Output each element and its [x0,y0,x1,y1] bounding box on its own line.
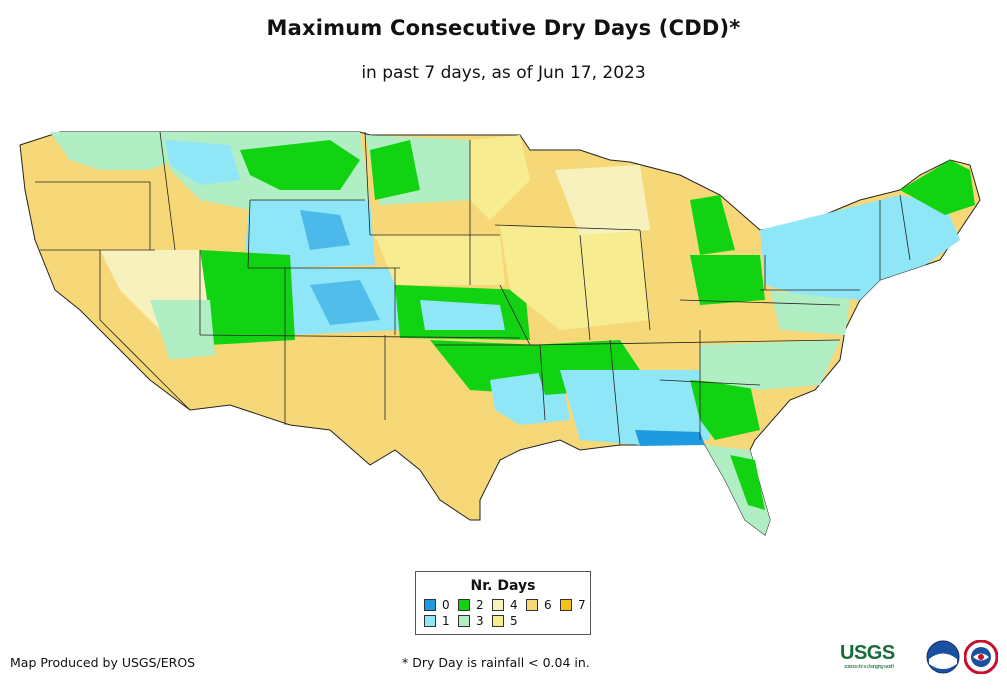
region-oregon [30,180,155,250]
legend-swatch [424,615,436,627]
region-wisconsin [555,165,650,235]
region-nd-green [370,140,420,200]
region-utah-green [150,300,215,360]
map-subtitle: in past 7 days, as of Jun 17, 2023 [361,63,646,83]
region-florida-green [730,455,765,510]
usgs-tagline: science for a changing world [844,664,894,670]
region-montana-blue [165,140,240,185]
legend-swatch [560,599,572,611]
usgs-logo-text: USGS [840,642,895,664]
region-colorado-deep [310,280,380,325]
agency-logos: USGS science for a changing world [840,638,1000,678]
region-colorado-green [190,250,295,345]
legend-item-7: 7 [560,598,586,612]
legend-item-1: 1 [424,614,450,628]
legend-label: 5 [510,614,518,628]
dry-day-note: * Dry Day is rainfall < 0.04 in. [402,655,590,670]
legend-item-4: 4 [492,598,518,612]
region-nd-east [470,135,530,220]
legend-swatch [526,599,538,611]
state-borders [35,131,911,446]
legend-swatch [424,599,436,611]
noaa-logo-icon [926,640,960,674]
legend-item-5: 5 [492,614,518,628]
credit-text: Map Produced by USGS/EROS [10,655,196,670]
region-midwest-yellow [500,225,650,330]
region-ohio-green [690,255,765,305]
nws-logo-icon [964,640,998,674]
legend-label: 6 [544,598,552,612]
region-maine-green [900,160,975,215]
region-deep-south-blue [560,370,710,445]
legend-label: 3 [476,614,484,628]
legend-label: 2 [476,598,484,612]
legend-label: 1 [442,614,450,628]
legend-swatch [492,599,504,611]
legend-box: Nr. Days 0 1 2 3 4 5 6 [415,571,591,635]
legend-label: 4 [510,598,518,612]
legend-item-3: 3 [458,614,484,628]
legend-item-0: 0 [424,598,450,612]
region-michigan-green [690,195,735,255]
legend-grid: 0 1 2 3 4 5 6 7 [416,598,590,634]
map-title: Maximum Consecutive Dry Days (CDD)* [266,16,741,40]
usgs-logo: USGS science for a changing world [840,642,920,672]
region-gulf-deep [635,430,705,446]
region-va-green [770,290,850,335]
legend-label: 7 [578,598,586,612]
legend-label: 0 [442,598,450,612]
legend-item-2: 2 [458,598,484,612]
region-wyoming-dots [300,210,350,250]
region-montana-green [240,140,360,190]
region-nebraska [375,235,505,285]
legend-swatch [458,599,470,611]
legend-swatch [492,615,504,627]
legend-title: Nr. Days [470,578,536,594]
legend-swatch [458,615,470,627]
region-northeast-blue [760,195,960,300]
legend-item-6: 6 [526,598,552,612]
region-nw-green [50,132,175,170]
region-kansas-blue [420,300,505,330]
region-carolinas [700,340,840,390]
region-georgia-green [690,380,760,440]
